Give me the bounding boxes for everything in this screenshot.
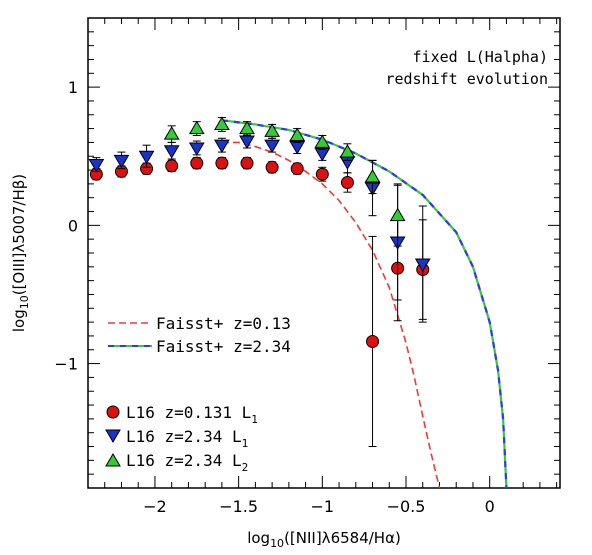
data-point-triangle-up [289, 127, 306, 141]
data-point-circle [265, 160, 279, 174]
line-faisst-z234-blue [221, 119, 508, 489]
annotation: fixed L(Halpha) redshift evolution [385, 48, 548, 88]
data-point-triangle-down [414, 258, 431, 273]
data-point-circle [190, 156, 204, 170]
data-point-triangle-down [113, 154, 130, 169]
data-point-triangle-up [264, 123, 280, 137]
data-point-triangle-up [163, 126, 180, 140]
data-point-triangle-down [88, 159, 105, 173]
data-point-triangle-up [314, 134, 331, 148]
annotation-line-1: fixed L(Halpha) [413, 48, 548, 66]
annotation-line-2: redshift evolution [385, 70, 548, 88]
x-tick-label: 0 [485, 497, 495, 516]
legend-marker-l16-z234-l1 [105, 429, 121, 443]
data-point-triangle-down [239, 135, 255, 150]
x-tick-label: −1 [311, 497, 335, 516]
series-l16-z234-l1 [88, 133, 431, 323]
legend-label-l16-z234-l2: L16 z=2.34 L2 [126, 451, 248, 474]
data-point-triangle-up [188, 120, 205, 135]
model-curves [221, 119, 508, 489]
data-point-triangle-up [339, 144, 356, 158]
y-tick-label: 1 [68, 78, 78, 97]
legend-label-l16-z0131: L16 z=0.131 L1 [126, 403, 258, 426]
legend: Faisst+ z=0.13 Faisst+ z=2.34 L16 z=0.13… [105, 314, 291, 474]
x-tick-label: −1.5 [219, 497, 258, 516]
data-point-triangle-down [188, 142, 205, 156]
data-point-triangle-up [214, 116, 230, 130]
data-point-circle [340, 176, 354, 189]
axis-ticks: −2 −1.5 −1 −0.5 0 −1 0 1 [54, 17, 560, 516]
data-point-triangle-up [389, 207, 406, 222]
series-l16-z0131-l1 [89, 156, 430, 448]
data-point-circle [290, 162, 304, 176]
y-tick-label: −1 [54, 355, 78, 374]
x-tick-label: −0.5 [387, 497, 426, 516]
series-l16-z234-l2 [163, 116, 406, 247]
data-point-triangle-down [264, 139, 280, 154]
data-point-triangle-down [138, 150, 155, 165]
legend-label-faisst-z013: Faisst+ z=0.13 [156, 314, 291, 333]
x-tick-label: −2 [143, 497, 167, 516]
data-point-triangle-down [163, 145, 180, 159]
data-point-triangle-up [364, 168, 381, 183]
data-point-circle [240, 156, 254, 170]
data-points [88, 116, 431, 448]
legend-label-l16-z234-l1: L16 z=2.34 L1 [126, 427, 248, 450]
x-axis-title: log10([NII]λ6584/Hα) [247, 529, 401, 550]
data-point-circle [165, 159, 179, 173]
data-point-circle [215, 156, 229, 170]
y-axis-title: log10([OIII]λ5007/Hβ) [10, 174, 31, 332]
data-point-triangle-down [214, 139, 230, 154]
legend-marker-l16-z234-l2 [105, 453, 121, 467]
line-faisst-z013 [221, 141, 441, 489]
data-point-circle [366, 334, 380, 348]
data-point-circle [315, 167, 329, 181]
data-point-triangle-up [239, 120, 255, 135]
y-tick-label: 0 [68, 216, 78, 235]
legend-label-faisst-z234: Faisst+ z=2.34 [156, 337, 291, 356]
legend-marker-l16-z0131 [106, 405, 120, 419]
